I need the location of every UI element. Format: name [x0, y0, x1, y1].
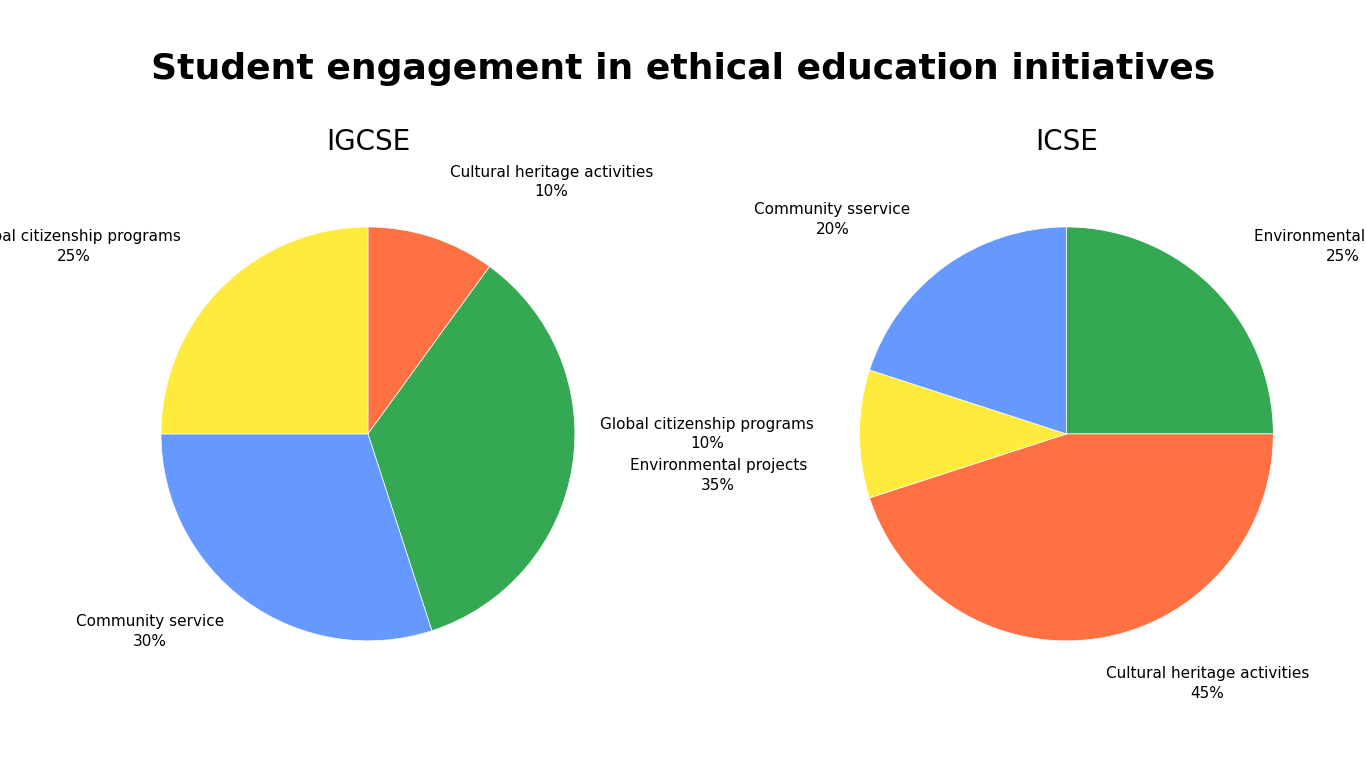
Wedge shape — [367, 227, 489, 434]
Text: Global citizenship programs
25%: Global citizenship programs 25% — [0, 229, 180, 264]
Wedge shape — [1067, 227, 1273, 434]
Title: IGCSE: IGCSE — [326, 128, 410, 156]
Text: Environmental projects
35%: Environmental projects 35% — [630, 458, 807, 493]
Text: Student engagement in ethical education initiatives: Student engagement in ethical education … — [150, 52, 1216, 86]
Text: Community sservice
20%: Community sservice 20% — [754, 202, 911, 237]
Wedge shape — [870, 227, 1067, 434]
Wedge shape — [870, 434, 1273, 641]
Text: Global citizenship programs
10%: Global citizenship programs 10% — [600, 416, 814, 452]
Text: Cultural heritage activities
45%: Cultural heritage activities 45% — [1106, 666, 1309, 700]
Text: Community service
30%: Community service 30% — [76, 614, 224, 649]
Text: Cultural heritage activities
10%: Cultural heritage activities 10% — [449, 164, 653, 200]
Wedge shape — [161, 227, 367, 434]
Title: ICSE: ICSE — [1035, 128, 1098, 156]
Wedge shape — [161, 434, 432, 641]
Text: Environmental projects
25%: Environmental projects 25% — [1254, 229, 1366, 264]
Wedge shape — [859, 370, 1067, 498]
Wedge shape — [367, 266, 575, 631]
